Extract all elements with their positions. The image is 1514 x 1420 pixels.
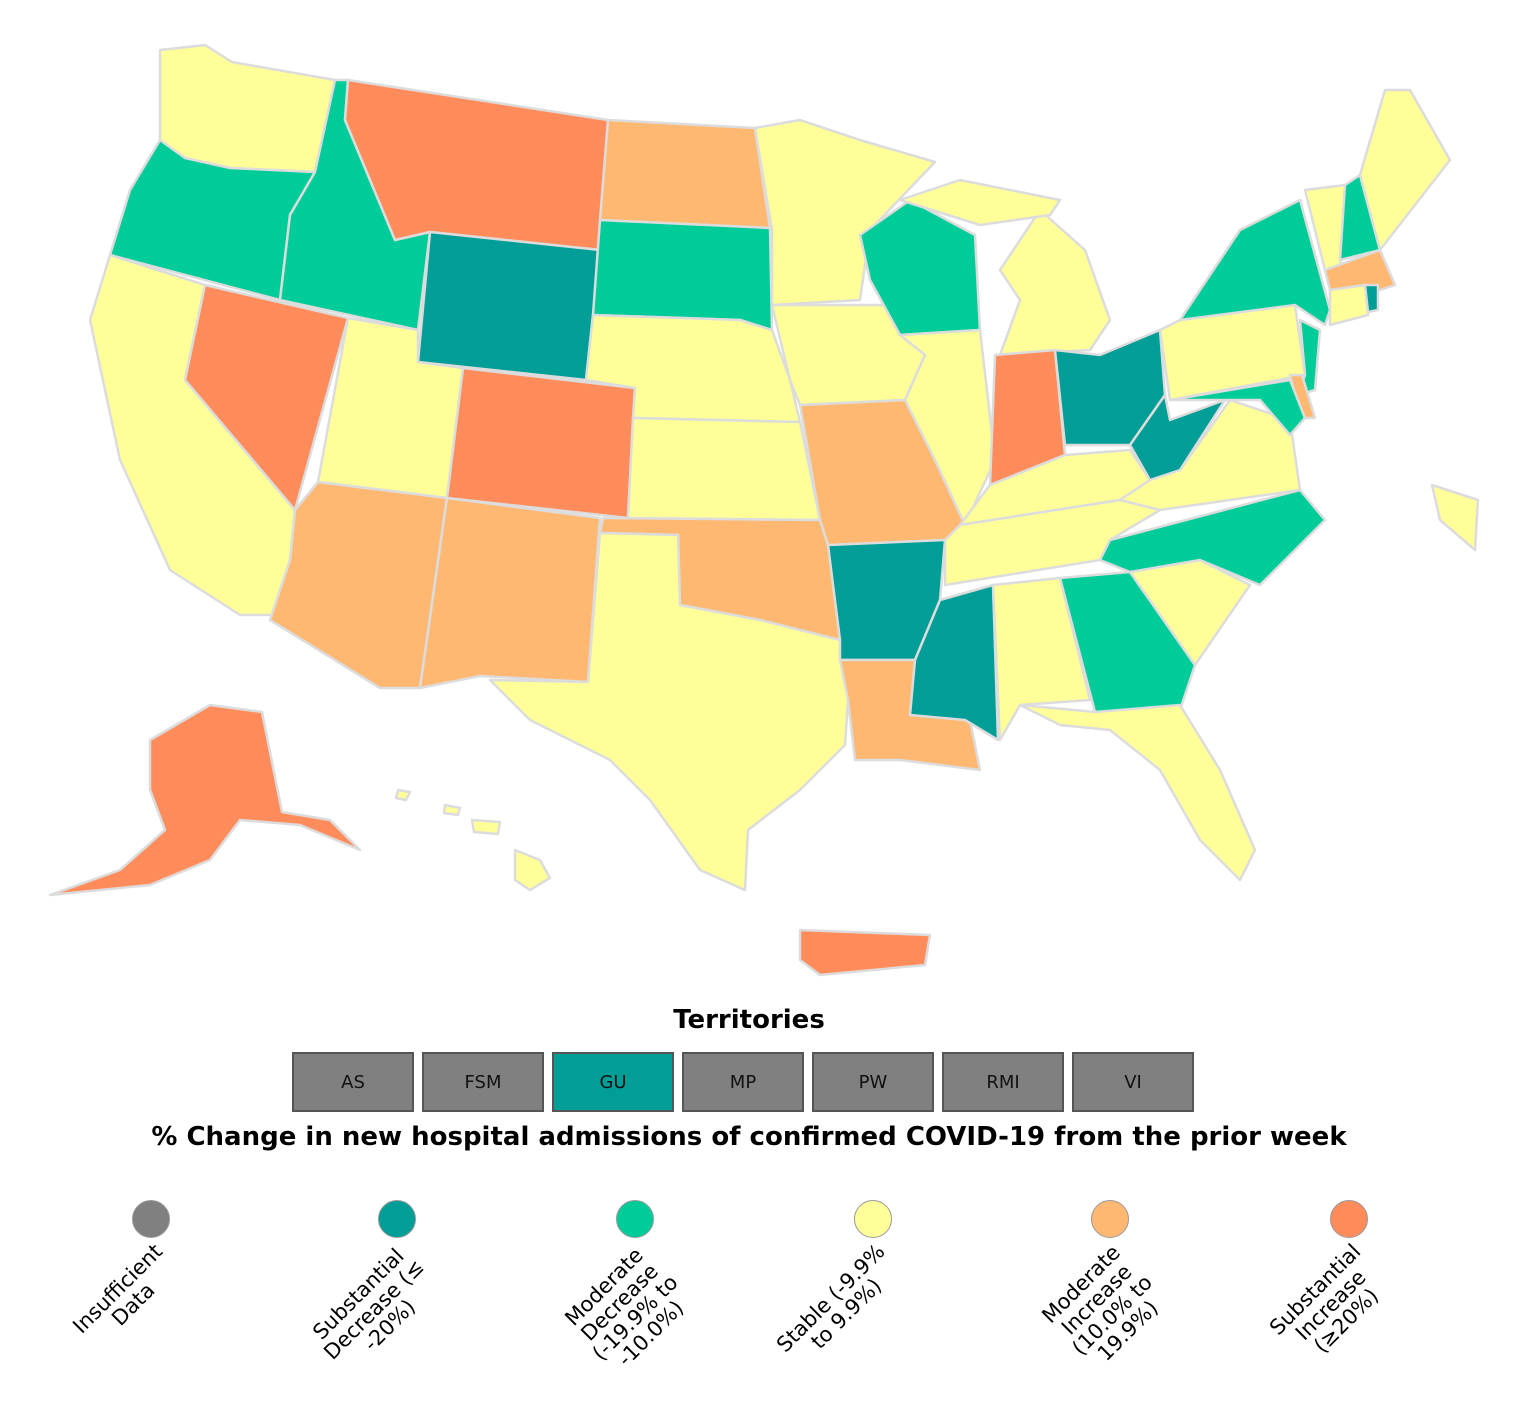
- state-shape[interactable]: [943, 498, 1162, 587]
- state-shape[interactable]: [1158, 303, 1307, 402]
- legend-label: Moderate Decrease (-19.9% to -10.0%): [560, 1242, 689, 1372]
- state-shape[interactable]: [470, 818, 502, 836]
- state-wa[interactable]: [158, 43, 337, 174]
- legend-label: Stable (-9.9% to 9.9%): [771, 1239, 890, 1357]
- state-nm[interactable]: [418, 496, 602, 690]
- legend-label: Substantial Increase (≥20%): [1264, 1239, 1384, 1358]
- state-nd[interactable]: [598, 118, 772, 230]
- state-shape[interactable]: [1018, 703, 1257, 882]
- state-shape[interactable]: [1430, 483, 1480, 552]
- state-shape[interactable]: [1323, 248, 1397, 292]
- legend-label: Insufficient Data: [68, 1239, 168, 1339]
- state-shape[interactable]: [598, 118, 772, 230]
- state-shape[interactable]: [158, 43, 337, 174]
- state-shape[interactable]: [418, 496, 602, 690]
- legend-swatch: [132, 1200, 170, 1238]
- state-pr[interactable]: [798, 928, 932, 977]
- state-shape[interactable]: [513, 848, 552, 892]
- legend-title: % Change in new hospital admissions of c…: [151, 1122, 1347, 1152]
- state-shape[interactable]: [898, 178, 1062, 227]
- legend-label: Substantial Decrease (≤ -20%): [308, 1243, 429, 1365]
- territory-mp[interactable]: MP: [682, 1052, 804, 1112]
- us-state-map: [48, 43, 1480, 977]
- state-al[interactable]: [991, 576, 1092, 742]
- state-shape[interactable]: [488, 531, 850, 892]
- state-hi[interactable]: [394, 788, 552, 892]
- territory-gu[interactable]: GU: [552, 1052, 674, 1112]
- territories-title: Territories: [673, 1005, 825, 1035]
- legend-swatch: [1330, 1200, 1368, 1238]
- state-ct[interactable]: [1328, 283, 1370, 327]
- state-shape[interactable]: [1098, 488, 1327, 587]
- state-shape[interactable]: [626, 416, 822, 522]
- state-shape[interactable]: [442, 803, 462, 817]
- state-md[interactable]: [1168, 378, 1307, 437]
- state-az[interactable]: [268, 480, 449, 690]
- state-fl[interactable]: [1018, 703, 1257, 882]
- state-shape[interactable]: [1363, 283, 1380, 314]
- state-ks[interactable]: [626, 416, 822, 522]
- territory-vi[interactable]: VI: [1072, 1052, 1194, 1112]
- state-shape[interactable]: [48, 703, 362, 897]
- state-nc[interactable]: [1098, 488, 1327, 587]
- state-co[interactable]: [445, 366, 637, 520]
- state-tx[interactable]: [488, 531, 850, 892]
- state-shape[interactable]: [898, 328, 997, 527]
- state-ma[interactable]: [1323, 248, 1397, 292]
- state-pa[interactable]: [1158, 303, 1307, 402]
- state-shape[interactable]: [268, 480, 449, 690]
- state-shape[interactable]: [998, 208, 1112, 357]
- territory-as[interactable]: AS: [292, 1052, 414, 1112]
- territory-fsm[interactable]: FSM: [422, 1052, 544, 1112]
- state-ny[interactable]: [1178, 198, 1332, 327]
- state-ak[interactable]: [48, 703, 362, 897]
- state-ga[interactable]: [1058, 570, 1197, 714]
- state-wy[interactable]: [416, 230, 602, 382]
- legend-swatch: [1091, 1200, 1129, 1238]
- state-shape[interactable]: [445, 366, 637, 520]
- state-shape[interactable]: [416, 230, 602, 382]
- state-shape[interactable]: [1058, 570, 1197, 714]
- legend-swatch: [616, 1200, 654, 1238]
- legend-swatch: [854, 1200, 892, 1238]
- state-tn[interactable]: [943, 498, 1162, 587]
- state-shape[interactable]: [591, 218, 774, 332]
- territory-pw[interactable]: PW: [812, 1052, 934, 1112]
- state-me[interactable]: [1358, 88, 1452, 252]
- territories-row: AS FSM GU MP PW RMI VI: [292, 1052, 1194, 1112]
- state-dc[interactable]: [1430, 483, 1480, 552]
- state-sd[interactable]: [591, 218, 774, 332]
- state-ri[interactable]: [1363, 283, 1380, 314]
- legend-label: Moderate Increase (10.0% to 19.9%): [1037, 1240, 1164, 1366]
- state-il[interactable]: [898, 328, 997, 527]
- legend-swatch: [378, 1200, 416, 1238]
- state-shape[interactable]: [991, 576, 1092, 742]
- state-shape[interactable]: [394, 788, 412, 802]
- state-shape[interactable]: [1168, 378, 1307, 437]
- territory-rmi[interactable]: RMI: [942, 1052, 1064, 1112]
- state-shape[interactable]: [1358, 88, 1452, 252]
- state-shape[interactable]: [798, 928, 932, 977]
- state-shape[interactable]: [1328, 283, 1370, 327]
- state-mi[interactable]: [898, 178, 1112, 357]
- state-shape[interactable]: [1178, 198, 1332, 327]
